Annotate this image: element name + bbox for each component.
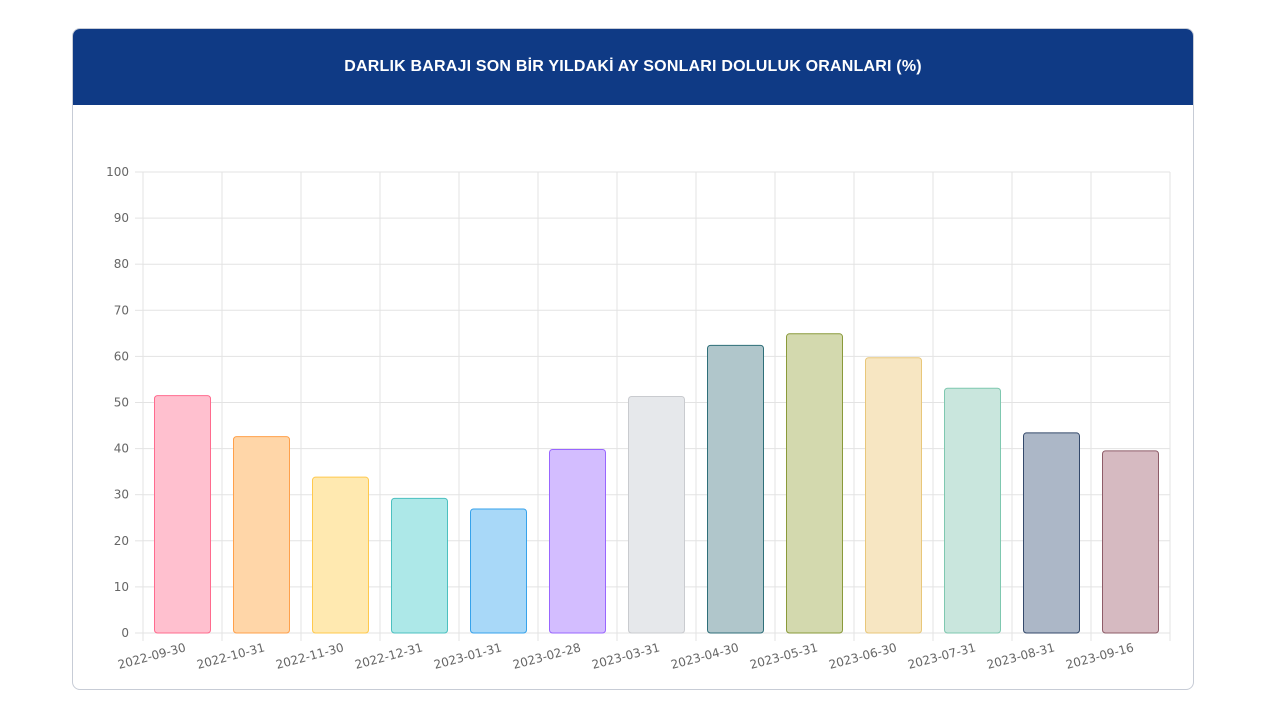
- y-tick-label: 90: [114, 211, 129, 225]
- x-tick-label: 2022-12-31: [353, 640, 424, 672]
- bar-2023-02-28: [549, 449, 606, 634]
- bar-2023-09-16: [1102, 450, 1159, 634]
- bar-2023-05-31: [786, 333, 843, 634]
- x-tick-label: 2023-04-30: [669, 640, 740, 672]
- y-tick-label: 30: [114, 488, 129, 502]
- x-tick-label: 2022-09-30: [116, 640, 187, 672]
- bar-2023-08-31: [1023, 432, 1080, 634]
- x-tick-label: 2023-06-30: [827, 640, 898, 672]
- y-tick-label: 20: [114, 534, 129, 548]
- x-tick-label: 2023-01-31: [432, 640, 503, 672]
- x-tick-label: 2023-08-31: [985, 640, 1056, 672]
- x-tick-label: 2023-09-16: [1064, 640, 1135, 672]
- bar-2023-06-30: [865, 357, 922, 634]
- bar-2023-03-31: [628, 396, 685, 634]
- y-tick-label: 10: [114, 580, 129, 594]
- bar-2022-10-31: [233, 436, 290, 634]
- x-tick-label: 2023-02-28: [511, 640, 582, 672]
- y-tick-label: 80: [114, 257, 129, 271]
- y-tick-label: 50: [114, 396, 129, 410]
- bar-2022-11-30: [312, 476, 369, 634]
- chart-card: DARLIK BARAJI SON BİR YILDAKİ AY SONLARI…: [72, 28, 1194, 690]
- chart-header: DARLIK BARAJI SON BİR YILDAKİ AY SONLARI…: [73, 29, 1193, 105]
- y-tick-label: 70: [114, 303, 129, 317]
- x-tick-label: 2022-11-30: [274, 640, 345, 672]
- y-tick-label: 60: [114, 349, 129, 363]
- bar-chart: 0 10 20 30 40 50 60 70 80 90 100 2022-09-30 2022-10-…: [106, 165, 1171, 672]
- y-tick-label: 40: [114, 442, 129, 456]
- bar-2023-07-31: [944, 387, 1001, 634]
- bar-2023-01-31: [470, 508, 527, 634]
- y-tick-label: 0: [121, 626, 129, 640]
- x-tick-label: 2023-07-31: [906, 640, 977, 672]
- x-tick-label: 2023-03-31: [590, 640, 661, 672]
- x-tick-label: 2023-05-31: [748, 640, 819, 672]
- bar-2022-12-31: [391, 497, 448, 634]
- y-tick-label: 100: [106, 165, 129, 179]
- chart-title: DARLIK BARAJI SON BİR YILDAKİ AY SONLARI…: [344, 58, 922, 75]
- x-tick-label: 2022-10-31: [195, 640, 266, 672]
- bar-2022-09-30: [154, 395, 211, 634]
- bar-2023-04-30: [707, 344, 764, 634]
- chart-area: 0 10 20 30 40 50 60 70 80 90 100 2022-09-30 2022-10-…: [73, 105, 1193, 689]
